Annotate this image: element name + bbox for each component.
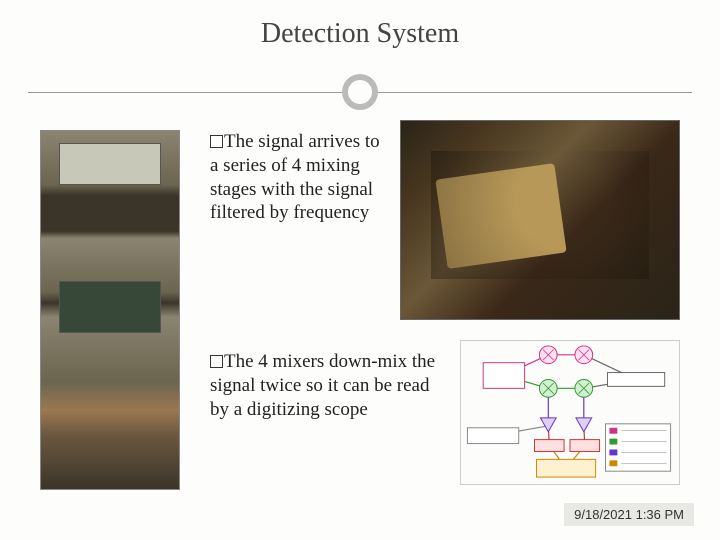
footer-timestamp: 9/18/2021 1:36 PM — [564, 503, 694, 526]
slide: Detection System The signal arrives to a… — [0, 0, 720, 540]
bullet-square-icon — [210, 355, 223, 368]
rack-photo — [40, 130, 180, 490]
circle-icon — [342, 74, 378, 110]
content-area: The signal arrives to a series of 4 mixi… — [40, 130, 680, 480]
bullet-2-text: The 4 mixers down-mix the signal twice s… — [210, 351, 435, 420]
diagram-svg — [461, 341, 679, 484]
bullet-2: The 4 mixers down-mix the signal twice s… — [210, 350, 445, 421]
bullet-square-icon — [210, 135, 223, 148]
bullet-1: The signal arrives to a series of 4 mixi… — [210, 130, 385, 225]
slide-title: Detection System — [0, 0, 720, 50]
bullet-1-text: The signal arrives to a series of 4 mixi… — [210, 131, 380, 223]
signal-diagram — [460, 340, 680, 485]
chamber-photo — [400, 120, 680, 320]
